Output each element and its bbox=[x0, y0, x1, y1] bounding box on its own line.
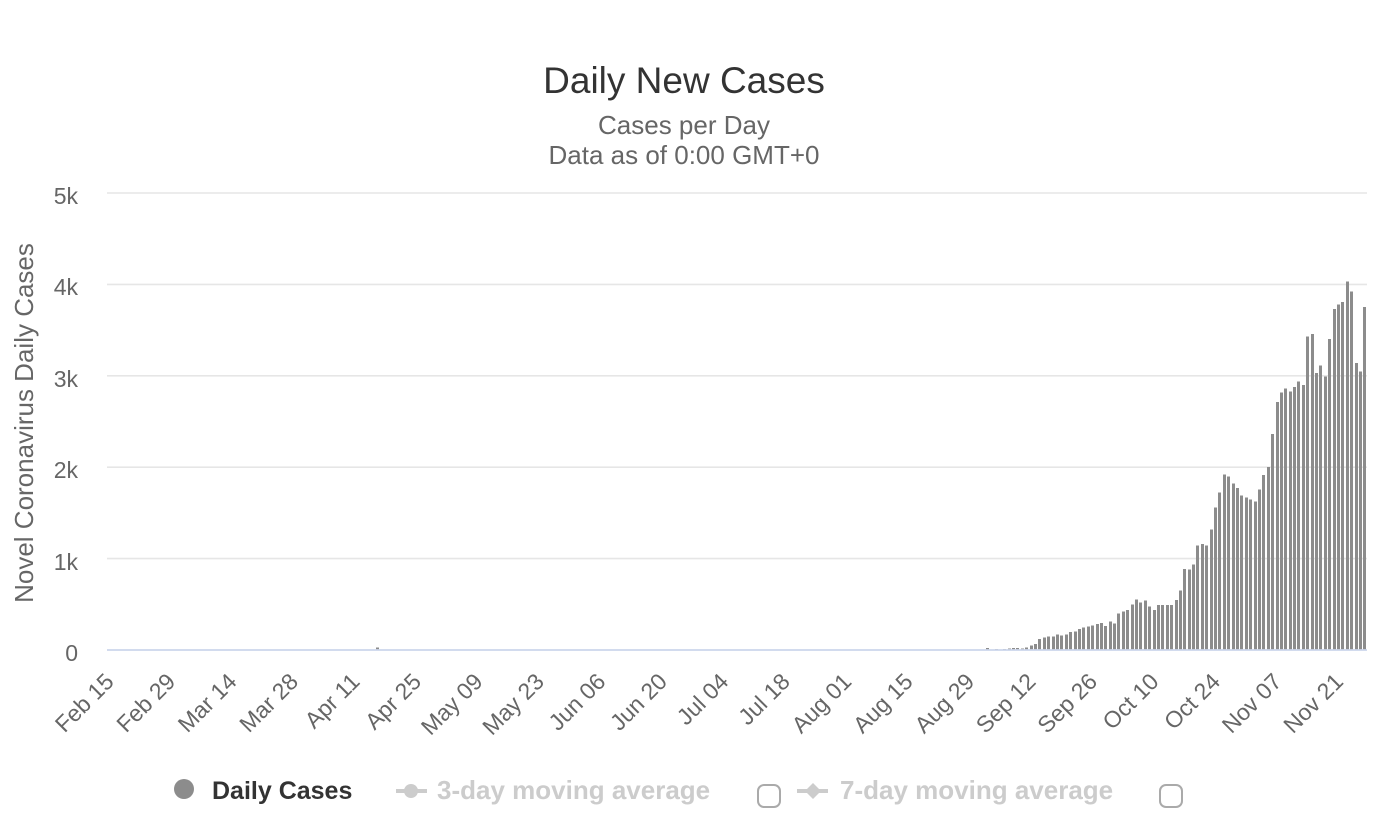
svg-text:5k: 5k bbox=[54, 183, 79, 209]
svg-text:Daily New Cases: Daily New Cases bbox=[543, 60, 825, 101]
svg-text:2k: 2k bbox=[54, 457, 79, 483]
svg-text:Cases per Day: Cases per Day bbox=[598, 110, 770, 140]
svg-text:Daily Cases: Daily Cases bbox=[212, 777, 352, 805]
svg-text:7-day moving average: 7-day moving average bbox=[840, 775, 1113, 805]
svg-text:Novel Coronavirus Daily Cases: Novel Coronavirus Daily Cases bbox=[9, 243, 39, 603]
svg-text:Data as of 0:00 GMT+0: Data as of 0:00 GMT+0 bbox=[549, 140, 820, 170]
svg-text:1k: 1k bbox=[54, 549, 79, 575]
svg-text:3k: 3k bbox=[54, 366, 79, 392]
svg-text:0: 0 bbox=[65, 640, 78, 666]
svg-text:3-day moving average: 3-day moving average bbox=[437, 775, 710, 805]
svg-text:4k: 4k bbox=[54, 274, 79, 300]
